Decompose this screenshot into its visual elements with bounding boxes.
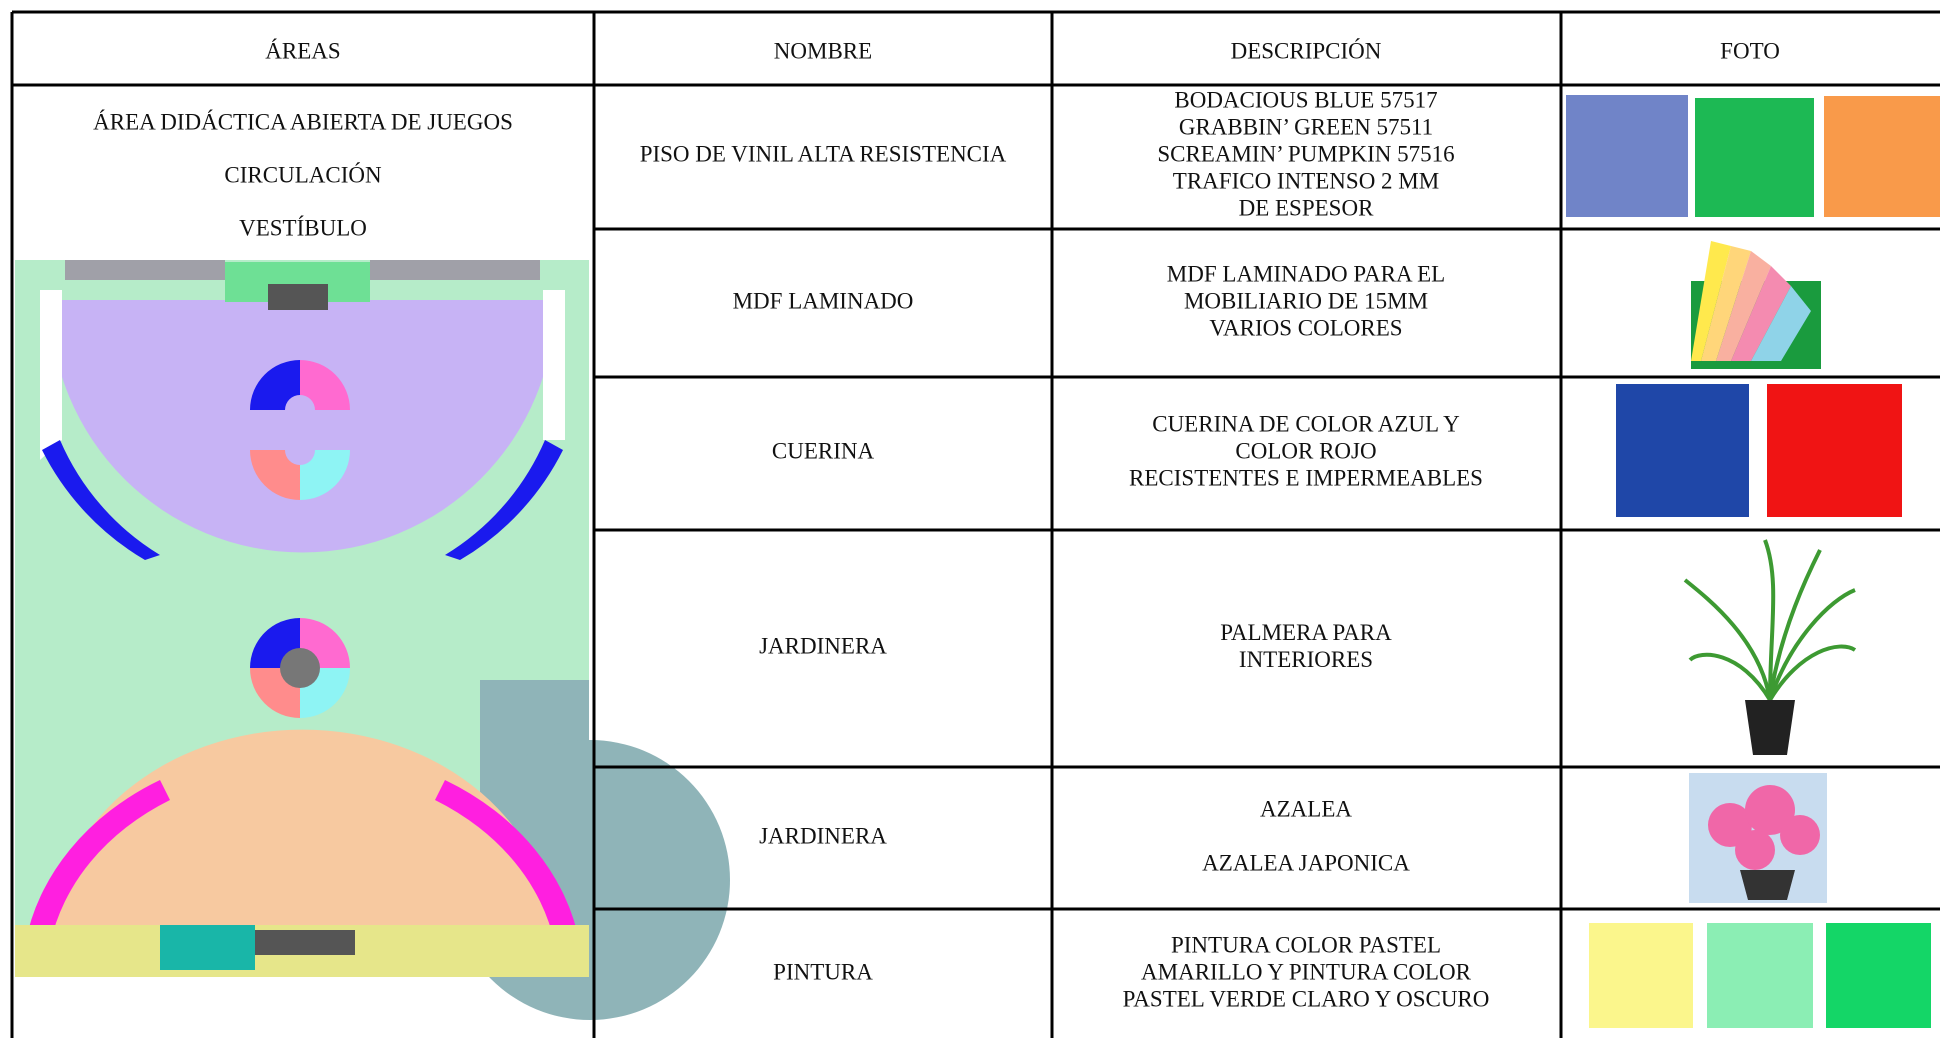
area-name: ÁREA DIDÁCTICA ABIERTA DE JUEGOS (93, 109, 513, 134)
material-name: PINTURA (773, 959, 873, 984)
column-header: DESCRIPCIÓN (1231, 37, 1382, 63)
description-line: RECISTENTES E IMPERMEABLES (1129, 465, 1483, 490)
column-header: NOMBRE (774, 38, 872, 63)
column-header: FOTO (1720, 38, 1780, 63)
description-line: GRABBIN’ GREEN 57511 (1179, 114, 1433, 139)
texts: ÁREAS NOMBRE DESCRIPCIÓN FOTO ÁREA DIDÁCTICA… (93, 37, 1780, 1011)
description-line: COLOR ROJO (1235, 438, 1376, 463)
description-line: PASTEL VERDE CLARO Y OSCURO (1123, 986, 1490, 1011)
description-line: PINTURA COLOR PASTEL (1171, 932, 1441, 957)
column-header: ÁREAS (265, 38, 340, 63)
description-line: AZALEA JAPONICA (1202, 850, 1410, 875)
floor-plan (15, 260, 730, 1020)
description-line: INTERIORES (1239, 647, 1373, 672)
description-line: DE ESPESOR (1239, 195, 1374, 220)
photos (1566, 95, 1940, 1028)
material-name: CUERINA (772, 438, 875, 463)
description-line: PALMERA PARA (1220, 620, 1392, 645)
material-name: JARDINERA (759, 823, 887, 848)
material-name: JARDINERA (759, 633, 887, 658)
description-line: BODACIOUS BLUE 57517 (1174, 87, 1437, 112)
area-name: CIRCULACIÓN (224, 161, 382, 187)
area-name: VESTÍBULO (239, 215, 367, 240)
description-line: SCREAMIN’ PUMPKIN 57516 (1157, 141, 1454, 166)
description-line: AZALEA (1260, 796, 1352, 821)
description-line: TRAFICO INTENSO 2 MM (1173, 168, 1439, 193)
description-line: AMARILLO Y PINTURA COLOR (1141, 959, 1472, 984)
material-name: MDF LAMINADO (733, 288, 914, 313)
description-line: MDF LAMINADO PARA EL (1167, 261, 1445, 286)
material-name: PISO DE VINIL ALTA RESISTENCIA (640, 141, 1007, 166)
table-borders (10, 10, 1940, 1038)
description-line: VARIOS COLORES (1209, 315, 1402, 340)
description-line: MOBILIARIO DE 15MM (1184, 288, 1428, 313)
description-line: CUERINA DE COLOR AZUL Y (1152, 411, 1460, 436)
